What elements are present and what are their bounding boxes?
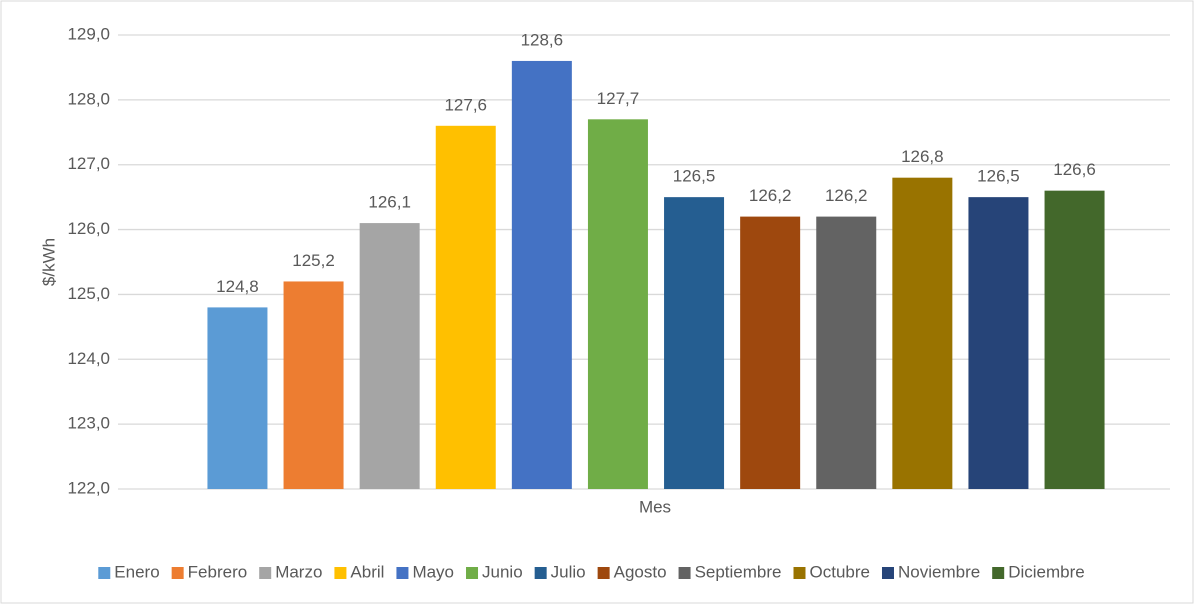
data-label: 127,6 (444, 95, 487, 114)
legend-swatch (171, 567, 184, 579)
data-label: 126,2 (825, 186, 868, 205)
data-label: 128,6 (521, 30, 564, 49)
legend-swatch (678, 567, 691, 579)
legend-swatch (793, 567, 806, 579)
legend-label: Febrero (188, 562, 248, 581)
bar (740, 216, 801, 489)
legend-swatch (334, 567, 347, 579)
y-axis-title: $/kWh (39, 238, 58, 286)
legend-label: Septiembre (695, 562, 782, 581)
legend-label: Enero (114, 562, 159, 581)
legend-label: Julio (551, 562, 586, 581)
legend-swatch (259, 567, 272, 579)
y-tick-label: 122,0 (67, 478, 110, 497)
legend-label: Octubre (810, 562, 870, 581)
bar (283, 281, 344, 489)
y-tick-label: 125,0 (67, 284, 110, 303)
legend-label: Diciembre (1008, 562, 1085, 581)
legend-label: Abril (350, 562, 384, 581)
y-tick-label: 123,0 (67, 414, 110, 433)
legend-swatch (597, 567, 610, 579)
legend-label: Noviembre (898, 562, 980, 581)
data-label: 125,2 (292, 251, 335, 270)
bar (1044, 190, 1105, 489)
legend-swatch (881, 567, 894, 579)
legend-swatch (466, 567, 479, 579)
bar (207, 307, 268, 489)
bar (892, 177, 953, 489)
y-tick-label: 124,0 (67, 349, 110, 368)
y-tick-label: 129,0 (67, 24, 110, 43)
legend-swatch (98, 567, 111, 579)
data-label: 126,6 (1053, 160, 1096, 179)
bar (511, 60, 572, 489)
y-tick-label: 128,0 (67, 89, 110, 108)
legend-label: Marzo (275, 562, 322, 581)
legend-swatch (396, 567, 409, 579)
bar (816, 216, 877, 489)
legend-label: Mayo (412, 562, 454, 581)
bar (968, 197, 1029, 489)
legend-label: Junio (482, 562, 523, 581)
data-label: 126,5 (977, 167, 1020, 186)
bar (664, 197, 725, 489)
legend-label: Agosto (614, 562, 667, 581)
data-label: 127,7 (597, 89, 640, 108)
bar (359, 223, 420, 490)
legend-swatch (534, 567, 547, 579)
data-label: 126,8 (901, 147, 944, 166)
y-tick-label: 126,0 (67, 219, 110, 238)
bar (435, 125, 496, 490)
legend-swatch (992, 567, 1005, 579)
data-label: 126,5 (673, 167, 716, 186)
data-label: 124,8 (216, 277, 259, 296)
data-label: 126,1 (368, 193, 411, 212)
y-tick-label: 127,0 (67, 154, 110, 173)
x-axis-title: Mes (639, 497, 671, 516)
bar (587, 119, 648, 490)
data-label: 126,2 (749, 186, 792, 205)
